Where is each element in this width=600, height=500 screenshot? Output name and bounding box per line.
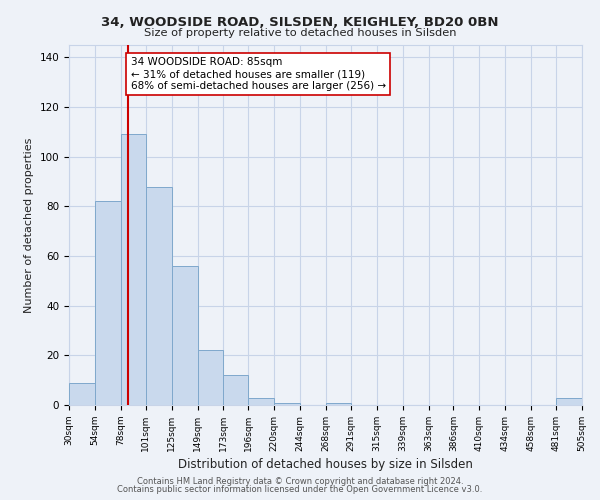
Bar (274, 402, 300, 405)
Text: Contains public sector information licensed under the Open Government Licence v3: Contains public sector information licen… (118, 485, 482, 494)
Bar (121, 134, 146, 405)
X-axis label: Distribution of detached houses by size in Silsden: Distribution of detached houses by size … (178, 458, 473, 471)
Bar (172, 266, 197, 405)
Y-axis label: Number of detached properties: Number of detached properties (24, 138, 34, 312)
Bar (69, 382, 95, 405)
Bar (326, 402, 351, 405)
Bar (95, 202, 121, 405)
Text: Size of property relative to detached houses in Silsden: Size of property relative to detached ho… (144, 28, 456, 38)
Text: 34 WOODSIDE ROAD: 85sqm
← 31% of detached houses are smaller (119)
68% of semi-d: 34 WOODSIDE ROAD: 85sqm ← 31% of detache… (131, 58, 386, 90)
Bar (197, 350, 223, 405)
Text: Contains HM Land Registry data © Crown copyright and database right 2024.: Contains HM Land Registry data © Crown c… (137, 477, 463, 486)
Bar (146, 186, 172, 405)
Bar (223, 375, 248, 405)
Bar (556, 398, 582, 405)
Text: 34, WOODSIDE ROAD, SILSDEN, KEIGHLEY, BD20 0BN: 34, WOODSIDE ROAD, SILSDEN, KEIGHLEY, BD… (101, 16, 499, 29)
Bar (248, 398, 274, 405)
